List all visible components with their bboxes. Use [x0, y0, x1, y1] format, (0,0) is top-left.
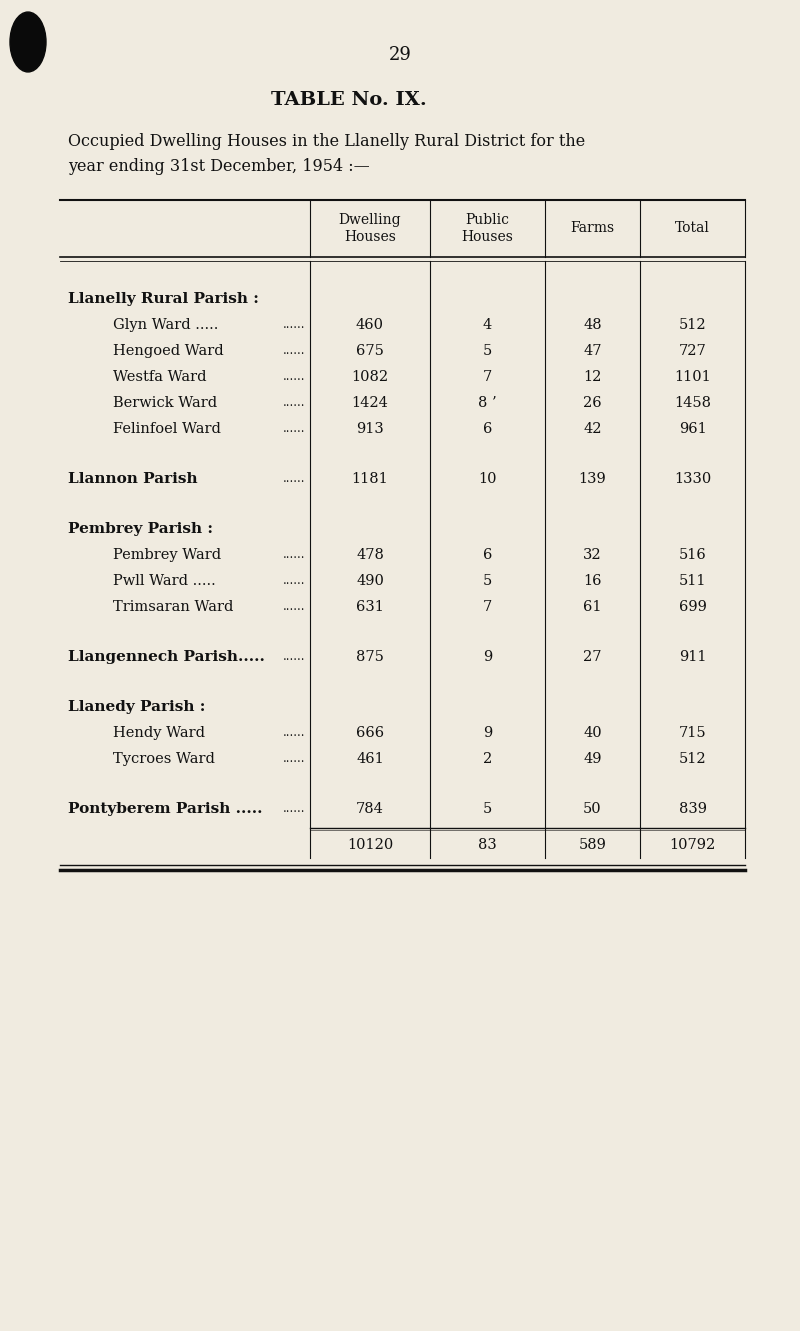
- Text: 5: 5: [483, 343, 492, 358]
- Text: 715: 715: [678, 725, 706, 740]
- Text: 8 ’: 8 ’: [478, 395, 497, 410]
- Text: ......: ......: [282, 727, 305, 739]
- Text: 1330: 1330: [674, 473, 711, 486]
- Text: ......: ......: [282, 370, 305, 383]
- Text: ......: ......: [282, 397, 305, 410]
- Text: 512: 512: [678, 318, 706, 331]
- Text: 12: 12: [583, 370, 602, 383]
- Text: 675: 675: [356, 343, 384, 358]
- Text: 490: 490: [356, 574, 384, 588]
- Text: Felinfoel Ward: Felinfoel Ward: [113, 422, 221, 437]
- Text: ......: ......: [282, 752, 305, 765]
- Circle shape: [10, 12, 46, 72]
- Text: 6: 6: [483, 422, 492, 437]
- Text: 9: 9: [483, 725, 492, 740]
- Text: Farms: Farms: [570, 221, 614, 236]
- Text: 2: 2: [483, 752, 492, 765]
- Text: Pembrey Parish :: Pembrey Parish :: [68, 522, 213, 536]
- Text: 6: 6: [483, 548, 492, 562]
- Text: 29: 29: [389, 47, 411, 64]
- Text: 589: 589: [578, 839, 606, 852]
- Text: 911: 911: [678, 650, 706, 664]
- Text: Hendy Ward: Hendy Ward: [113, 725, 205, 740]
- Text: Total: Total: [675, 221, 710, 236]
- Text: ......: ......: [282, 422, 305, 435]
- Text: 1082: 1082: [351, 370, 389, 383]
- Text: ......: ......: [282, 548, 305, 562]
- Text: 512: 512: [678, 752, 706, 765]
- Text: 10792: 10792: [670, 839, 716, 852]
- Text: 61: 61: [583, 600, 602, 614]
- Text: 913: 913: [356, 422, 384, 437]
- Text: Glyn Ward .....: Glyn Ward .....: [113, 318, 218, 331]
- Text: 26: 26: [583, 395, 602, 410]
- Text: 42: 42: [583, 422, 602, 437]
- Text: ......: ......: [282, 651, 305, 663]
- Text: 961: 961: [678, 422, 706, 437]
- Text: ......: ......: [282, 575, 305, 587]
- Text: Llanedy Parish :: Llanedy Parish :: [68, 700, 206, 713]
- Text: 478: 478: [356, 548, 384, 562]
- Text: 1101: 1101: [674, 370, 711, 383]
- Text: Llanelly Rural Parish :: Llanelly Rural Parish :: [68, 291, 259, 306]
- Text: 461: 461: [356, 752, 384, 765]
- Text: Llannon Parish: Llannon Parish: [68, 473, 198, 486]
- Text: 1424: 1424: [351, 395, 389, 410]
- Text: 666: 666: [356, 725, 384, 740]
- Text: Pontyberem Parish .....: Pontyberem Parish .....: [68, 801, 262, 816]
- Text: ......: ......: [282, 345, 305, 358]
- Text: 839: 839: [678, 801, 706, 816]
- Text: 727: 727: [678, 343, 706, 358]
- Text: 40: 40: [583, 725, 602, 740]
- Text: 9: 9: [483, 650, 492, 664]
- Text: year ending 31st December, 1954 :—: year ending 31st December, 1954 :—: [68, 158, 370, 174]
- Text: 1181: 1181: [352, 473, 388, 486]
- Text: 5: 5: [483, 801, 492, 816]
- Text: 784: 784: [356, 801, 384, 816]
- Text: 1458: 1458: [674, 395, 711, 410]
- Text: ......: ......: [282, 600, 305, 614]
- Text: 48: 48: [583, 318, 602, 331]
- Text: 4: 4: [483, 318, 492, 331]
- Text: ......: ......: [282, 318, 305, 331]
- Text: 460: 460: [356, 318, 384, 331]
- Text: ......: ......: [282, 803, 305, 816]
- Text: Occupied Dwelling Houses in the Llanelly Rural District for the: Occupied Dwelling Houses in the Llanelly…: [68, 133, 586, 150]
- Text: Berwick Ward: Berwick Ward: [113, 395, 217, 410]
- Text: 32: 32: [583, 548, 602, 562]
- Text: 16: 16: [583, 574, 602, 588]
- Text: 875: 875: [356, 650, 384, 664]
- Text: 83: 83: [478, 839, 497, 852]
- Text: 5: 5: [483, 574, 492, 588]
- Text: 49: 49: [583, 752, 602, 765]
- Text: Westfa Ward: Westfa Ward: [113, 370, 206, 383]
- Text: 511: 511: [678, 574, 706, 588]
- Text: 139: 139: [578, 473, 606, 486]
- Text: Public
Houses: Public Houses: [462, 213, 514, 244]
- Text: Llangennech Parish.....: Llangennech Parish.....: [68, 650, 265, 664]
- Text: 47: 47: [583, 343, 602, 358]
- Text: 27: 27: [583, 650, 602, 664]
- Text: 50: 50: [583, 801, 602, 816]
- Text: 516: 516: [678, 548, 706, 562]
- Text: Tycroes Ward: Tycroes Ward: [113, 752, 215, 765]
- Text: 10120: 10120: [347, 839, 393, 852]
- Text: 7: 7: [483, 600, 492, 614]
- Text: 699: 699: [678, 600, 706, 614]
- Text: Pwll Ward .....: Pwll Ward .....: [113, 574, 216, 588]
- Text: TABLE No. IX.: TABLE No. IX.: [271, 91, 427, 109]
- Text: ......: ......: [282, 473, 305, 486]
- Text: Dwelling
Houses: Dwelling Houses: [338, 213, 402, 244]
- Text: 10: 10: [478, 473, 497, 486]
- Text: Trimsaran Ward: Trimsaran Ward: [113, 600, 234, 614]
- Text: 7: 7: [483, 370, 492, 383]
- Text: Hengoed Ward: Hengoed Ward: [113, 343, 224, 358]
- Text: 631: 631: [356, 600, 384, 614]
- Text: Pembrey Ward: Pembrey Ward: [113, 548, 221, 562]
